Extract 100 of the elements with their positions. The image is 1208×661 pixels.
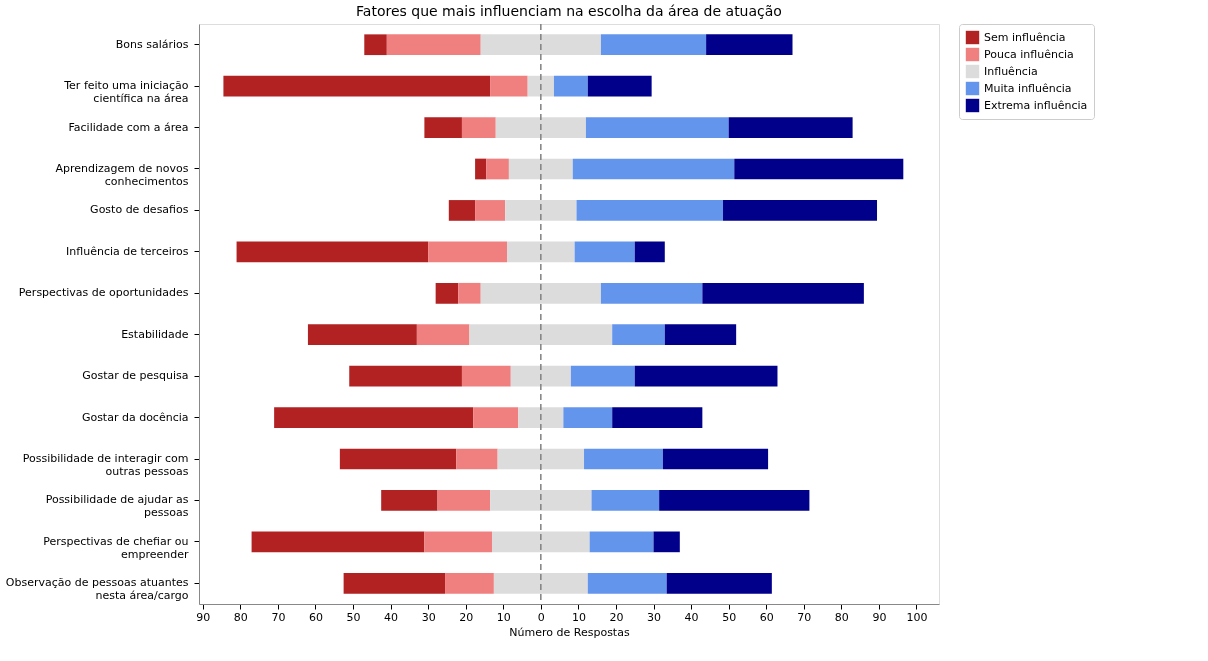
bar [428, 241, 508, 263]
bar [587, 75, 652, 97]
bar [728, 117, 853, 138]
bar [486, 158, 509, 180]
bar [386, 34, 481, 56]
x-tick-label: 0 [537, 610, 545, 624]
legend-label: Sem influência [984, 30, 1066, 44]
x-tick-label: 60 [759, 610, 774, 624]
bar [563, 407, 613, 428]
y-tick-label: Bons salários [115, 37, 189, 51]
x-tick-label: 70 [271, 610, 286, 624]
y-tick-label: Facilidade com a área [68, 120, 189, 134]
x-tick-label: 80 [233, 610, 248, 624]
bar [653, 531, 680, 553]
bar [634, 365, 778, 387]
bar [480, 282, 601, 304]
x-tick-label: 30 [647, 610, 662, 624]
bar [585, 117, 729, 138]
bar [307, 324, 417, 346]
bar [584, 448, 663, 470]
y-tick-label: Ter feito uma iniciação científica na área [63, 79, 189, 106]
bar [553, 75, 588, 97]
bar [666, 572, 772, 594]
bar [448, 200, 476, 221]
x-tick-label: 50 [346, 610, 361, 624]
bar [343, 572, 446, 594]
y-tick-label: Gostar de pesquisa [82, 369, 189, 383]
bar [576, 200, 724, 221]
bar [236, 241, 429, 263]
bar [475, 200, 506, 221]
bar [445, 572, 494, 594]
bar [612, 407, 703, 428]
x-tick-label: 10 [571, 610, 586, 624]
bar [702, 282, 864, 304]
bar [723, 200, 878, 221]
y-tick-label: Observação de pessoas atuantes nesta área/cargo [5, 576, 189, 603]
chart-title: Fatores que mais influenciam na escolha da área de atuação [356, 3, 782, 20]
bar [600, 34, 707, 56]
bar [416, 324, 470, 346]
bar [508, 158, 573, 180]
bar [381, 490, 438, 511]
bar [456, 448, 498, 470]
y-tick-label: Aprendizagem de novos conhecimentos [55, 162, 189, 188]
bar [510, 365, 571, 387]
y-tick-label: Possibilidade de ajudar as pessoas [45, 493, 189, 520]
bar [659, 490, 810, 511]
bar [612, 324, 665, 346]
bar [274, 407, 474, 428]
bar [490, 490, 592, 511]
legend-label: Muita influência [984, 81, 1072, 95]
bar [495, 117, 586, 138]
bar [664, 324, 737, 346]
legend-label: Influência [984, 64, 1038, 78]
bar [424, 531, 492, 553]
bar [505, 200, 577, 221]
x-axis-title: Número de Respostas [509, 625, 630, 639]
bar [473, 407, 519, 428]
bar [461, 365, 511, 387]
bar [589, 531, 654, 553]
bar [527, 75, 554, 97]
bar [424, 117, 462, 138]
bar [437, 490, 491, 511]
y-tick-label: Possibilidade de interagir com outras pessoas [22, 452, 189, 478]
y-tick-label: Gostar da docência [81, 410, 189, 424]
x-tick-label: 100 [906, 610, 928, 624]
x-tick-label: 90 [872, 610, 887, 624]
x-tick-label: 40 [384, 610, 399, 624]
x-tick-label: 10 [496, 610, 511, 624]
bar [339, 448, 457, 470]
legend-label: Pouca influência [984, 47, 1074, 61]
x-tick-label: 60 [308, 610, 323, 624]
bar [572, 158, 735, 180]
bar [706, 34, 793, 56]
bar [734, 158, 904, 180]
bar [600, 282, 703, 304]
x-tick-label: 70 [797, 610, 812, 624]
bar [570, 365, 635, 387]
x-tick-label: 40 [684, 610, 699, 624]
bar [493, 572, 588, 594]
bar [490, 75, 528, 97]
bar [458, 282, 481, 304]
bar [461, 117, 496, 138]
bar [435, 282, 459, 304]
bar [223, 75, 491, 97]
y-tick-label: Perspectivas de chefiar ou empreender [43, 534, 189, 561]
y-tick-label: Perspectivas de oportunidades [18, 286, 189, 300]
bar [491, 531, 590, 553]
x-tick-label: 90 [196, 610, 211, 624]
x-tick-label: 80 [834, 610, 849, 624]
bar [507, 241, 575, 263]
y-tick-label: Estabilidade [121, 327, 189, 341]
x-tick-label: 20 [609, 610, 624, 624]
bar [591, 490, 660, 511]
x-tick-label: 20 [459, 610, 474, 624]
x-tick-label: 30 [421, 610, 436, 624]
bar [587, 572, 667, 594]
legend-label: Extrema influência [984, 98, 1088, 112]
bar [480, 34, 601, 56]
bar [475, 158, 487, 180]
bar [518, 407, 564, 428]
